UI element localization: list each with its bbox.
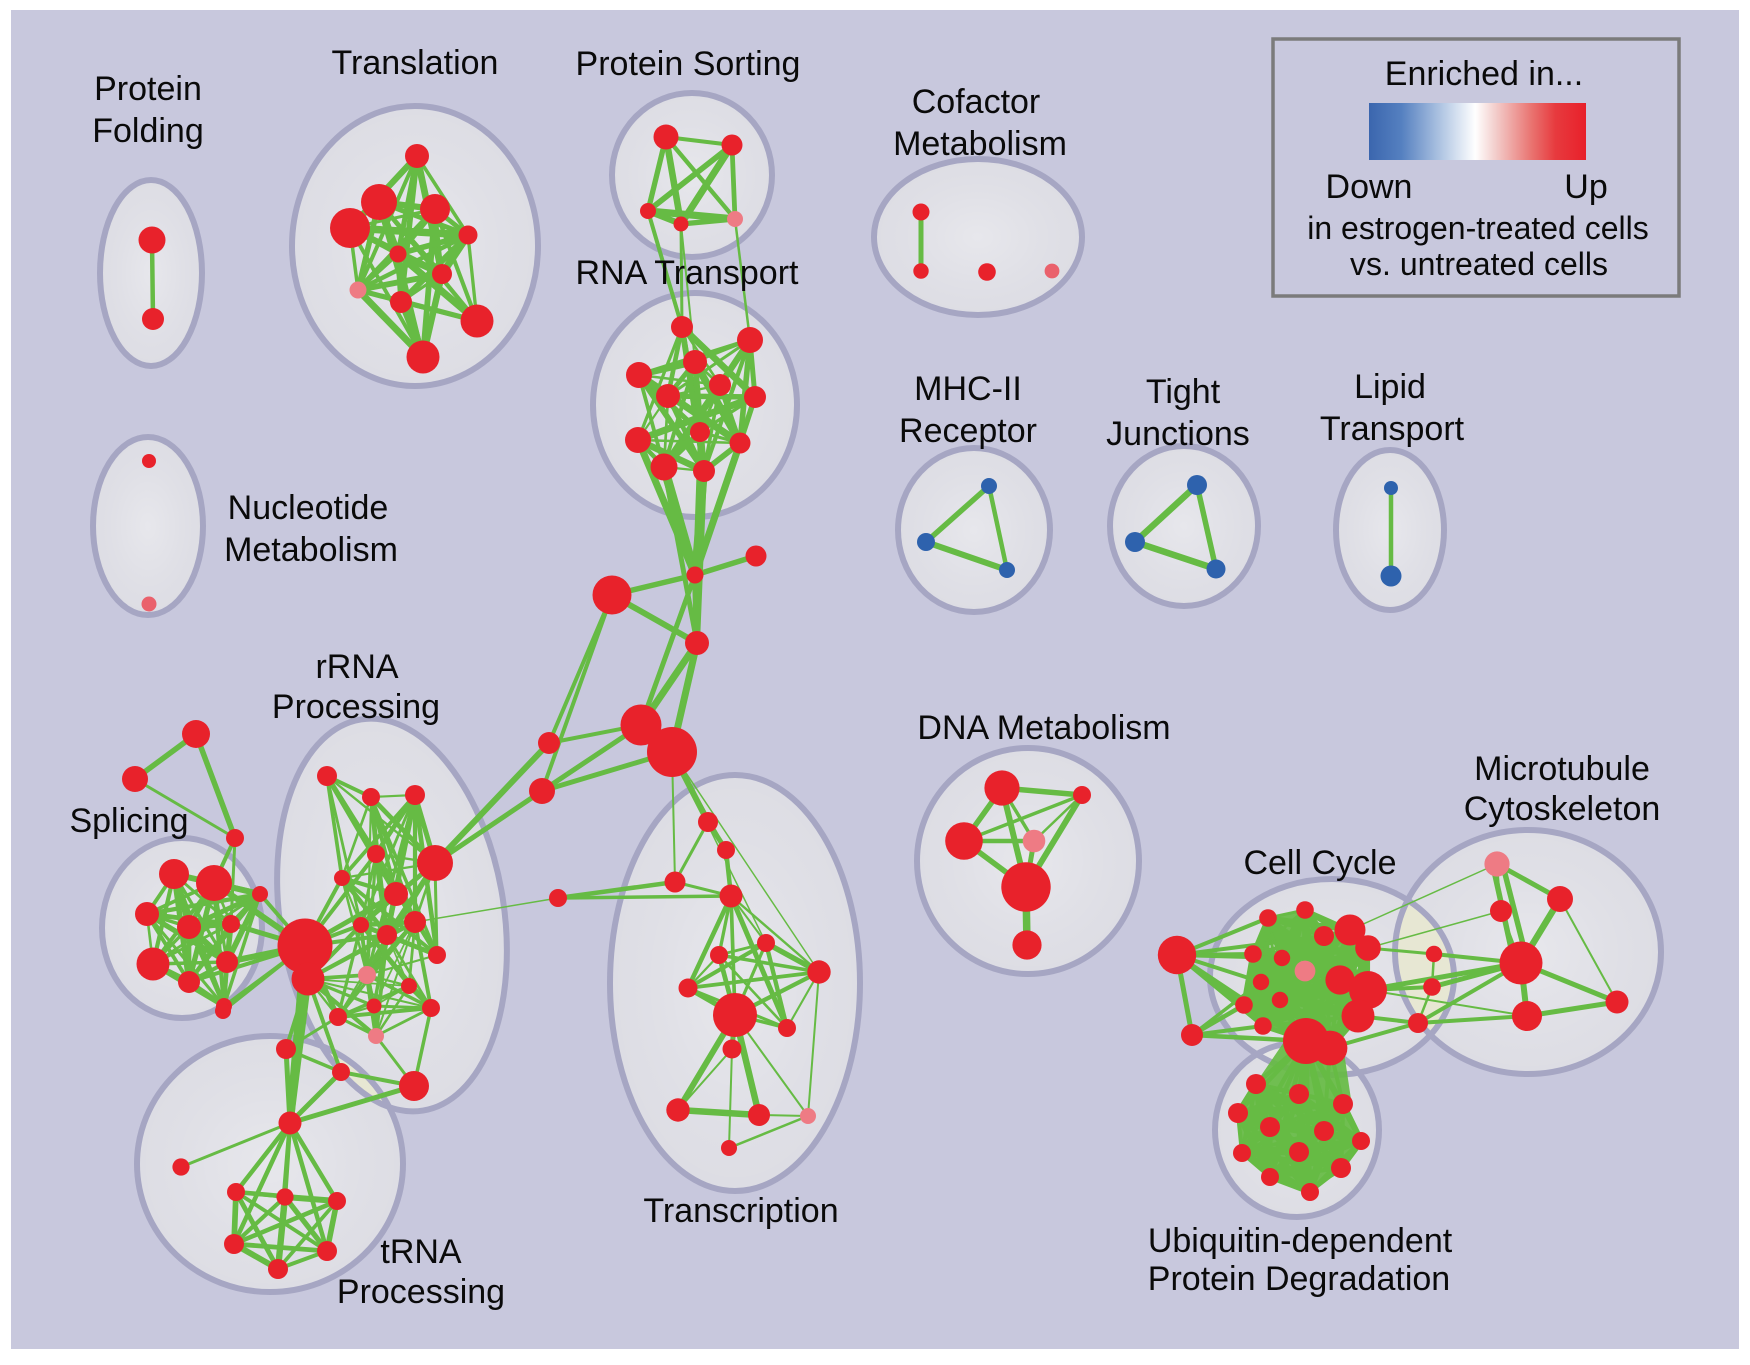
svg-text:Protein: Protein <box>94 70 202 108</box>
svg-text:Folding: Folding <box>92 112 204 150</box>
svg-text:Cofactor: Cofactor <box>912 83 1041 121</box>
svg-text:Metabolism: Metabolism <box>224 531 398 569</box>
svg-text:tRNA: tRNA <box>380 1233 462 1271</box>
svg-text:Processing: Processing <box>337 1273 505 1311</box>
svg-text:Cytoskeleton: Cytoskeleton <box>1464 790 1661 828</box>
svg-text:Protein Degradation: Protein Degradation <box>1148 1260 1450 1298</box>
svg-text:Translation: Translation <box>332 44 499 82</box>
svg-text:Processing: Processing <box>272 688 440 726</box>
svg-text:DNA Metabolism: DNA Metabolism <box>917 709 1170 747</box>
svg-text:Enriched in...: Enriched in... <box>1385 55 1583 93</box>
svg-text:Protein Sorting: Protein Sorting <box>576 45 801 83</box>
svg-text:Up: Up <box>1564 168 1607 206</box>
svg-text:Transport: Transport <box>1320 410 1465 448</box>
svg-text:in estrogen-treated cells: in estrogen-treated cells <box>1307 210 1649 246</box>
svg-text:Transcription: Transcription <box>643 1192 838 1230</box>
svg-text:MHC-II: MHC-II <box>914 370 1022 408</box>
svg-text:Ubiquitin-dependent: Ubiquitin-dependent <box>1148 1222 1453 1260</box>
svg-text:Metabolism: Metabolism <box>893 125 1067 163</box>
svg-text:Nucleotide: Nucleotide <box>228 489 389 527</box>
svg-text:Microtubule: Microtubule <box>1474 750 1650 788</box>
svg-text:RNA Transport: RNA Transport <box>576 254 800 292</box>
svg-text:Receptor: Receptor <box>899 412 1037 450</box>
svg-text:Lipid: Lipid <box>1354 368 1426 406</box>
svg-text:Splicing: Splicing <box>69 802 188 840</box>
svg-text:vs. untreated cells: vs. untreated cells <box>1350 246 1608 282</box>
svg-text:Junctions: Junctions <box>1106 415 1250 453</box>
svg-text:Cell Cycle: Cell Cycle <box>1243 844 1396 882</box>
svg-text:Tight: Tight <box>1146 373 1221 411</box>
svg-text:rRNA: rRNA <box>315 648 398 686</box>
svg-text:Down: Down <box>1326 168 1413 206</box>
